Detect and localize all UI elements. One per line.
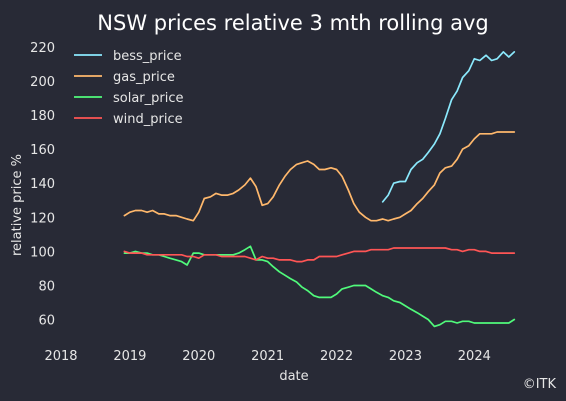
y-tick-label: 200 [30,75,55,90]
legend-label-gas-price: gas_price [113,70,175,85]
x-axis-ticks: 2018 2019 2020 2021 2022 2023 2024 [44,349,490,364]
x-tick-label: 2018 [44,349,77,364]
credit-label: ©ITK [523,377,557,392]
legend: bess_price gas_price solar_price wind_price [74,49,184,127]
x-tick-label: 2020 [182,349,215,364]
y-tick-label: 140 [30,177,55,192]
x-tick-label: 2021 [251,349,284,364]
y-tick-label: 100 [30,245,55,260]
chart-title: NSW prices relative 3 mth rolling avg [97,11,488,35]
x-tick-label: 2023 [389,349,422,364]
series-line-gas-price [123,131,516,222]
series-lines [123,51,516,328]
y-tick-label: 220 [30,41,55,56]
y-tick-label: 120 [30,211,55,226]
x-tick-label: 2024 [458,349,491,364]
series-line-wind-price [123,247,516,263]
x-tick-label: 2022 [320,349,353,364]
y-tick-label: 80 [38,279,55,294]
y-axis-label: relative price % [10,154,25,256]
series-line-bess-price [381,51,516,203]
y-tick-label: 180 [30,109,55,124]
y-tick-label: 160 [30,143,55,158]
legend-label-wind-price: wind_price [113,112,183,127]
x-tick-label: 2019 [113,349,146,364]
legend-label-solar-price: solar_price [113,91,184,106]
y-tick-label: 60 [38,314,55,329]
series-line-solar-price [123,245,516,328]
x-axis-label: date [279,369,308,384]
legend-label-bess-price: bess_price [113,49,182,64]
y-axis-ticks: 60 80 100 120 140 160 180 200 220 [30,41,55,329]
